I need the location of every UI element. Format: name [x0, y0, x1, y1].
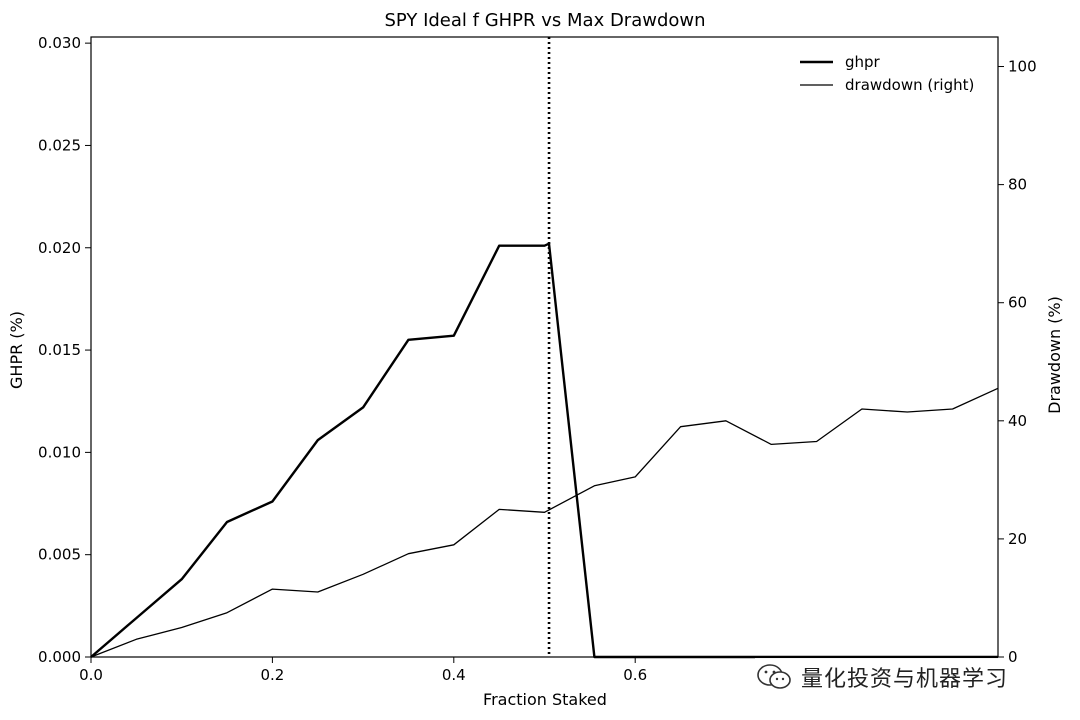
y-tick-label: 0.030 — [38, 34, 81, 52]
series-line-ghpr — [90, 242, 998, 659]
x-tick-label: 0.2 — [260, 666, 284, 684]
y-tick-label: 0.015 — [38, 341, 81, 359]
y-tick-label: 0.025 — [38, 136, 81, 154]
watermark-text: 量化投资与机器学习 — [801, 667, 1009, 692]
chart-title: SPY Ideal f GHPR vs Max Drawdown — [384, 10, 705, 31]
y2-tick-label: 100 — [1008, 58, 1037, 76]
x-axis-label: Fraction Staked — [483, 690, 607, 709]
y-tick-label: 0.010 — [38, 443, 81, 461]
series-line-drawdown — [90, 387, 999, 658]
y2-tick-label: 60 — [1008, 294, 1027, 312]
wechat-icon — [757, 664, 791, 689]
y-tick-label: 0.000 — [38, 648, 81, 666]
y2-tick-label: 80 — [1008, 176, 1027, 194]
y2-tick-label: 40 — [1008, 412, 1027, 430]
legend: ghpr drawdown (right) — [800, 53, 974, 94]
x-tick-label: 0.4 — [442, 666, 466, 684]
plot-area: 0.0 0.2 0.4 0.6 0.000 0.005 0.010 0.015 0.020 0.0… — [38, 34, 1037, 684]
x-tick-label: 0.6 — [623, 666, 647, 684]
legend-label-ghpr: ghpr — [845, 53, 881, 71]
watermark: 量化投资与机器学习 — [755, 658, 1009, 696]
legend-label-drawdown: drawdown (right) — [845, 76, 974, 94]
y-tick-label: 0.020 — [38, 239, 81, 257]
y2-axis-label: Drawdown (%) — [1045, 296, 1064, 414]
y2-tick-label: 0 — [1008, 648, 1018, 666]
y2-tick-label: 20 — [1008, 530, 1027, 548]
y-axis-label: GHPR (%) — [7, 311, 26, 389]
plot-frame — [90, 36, 999, 658]
y-tick-label: 0.005 — [38, 546, 81, 564]
x-tick-label: 0.0 — [79, 666, 103, 684]
